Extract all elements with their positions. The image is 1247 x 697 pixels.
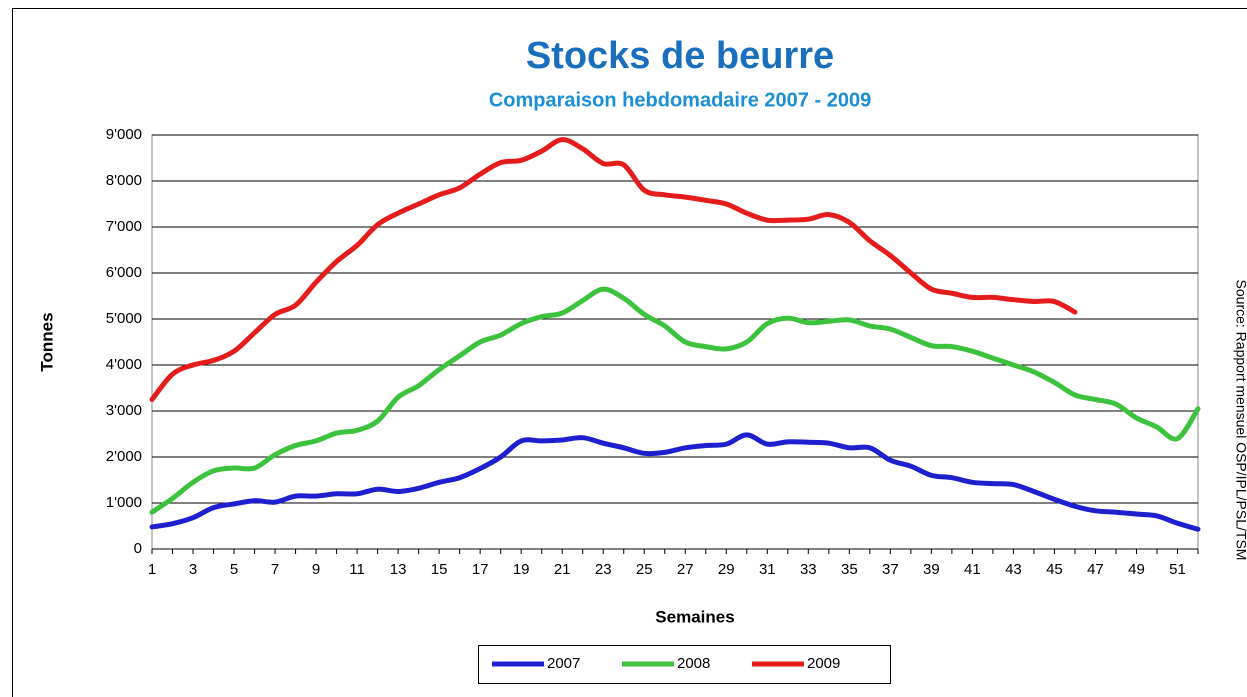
- x-tick-label: 9: [312, 561, 320, 578]
- series-line: [149, 286, 1201, 515]
- y-tick-label: 9'000: [106, 126, 142, 143]
- x-tick-label: 33: [800, 561, 817, 578]
- x-tick-label: 17: [472, 561, 489, 578]
- x-tick-label: 51: [1169, 561, 1186, 578]
- y-tick-label: 7'000: [106, 218, 142, 235]
- x-tick-label: 11: [349, 561, 365, 578]
- x-tick-label: 25: [636, 561, 653, 578]
- series-line: [149, 137, 1078, 402]
- source-note: Source: Rapport mensuel OSP/IPL/PSL/TSM: [1233, 280, 1247, 561]
- x-tick-label: 47: [1087, 561, 1104, 578]
- x-tick-label: 15: [431, 561, 448, 578]
- x-tick-label: 31: [759, 561, 776, 578]
- x-tick-label: 45: [1046, 561, 1063, 578]
- y-tick-label: 5'000: [106, 310, 142, 327]
- y-tick-label: 0: [134, 540, 142, 557]
- x-tick-label: 3: [189, 561, 197, 578]
- chart-subtitle: Comparaison hebdomadaire 2007 - 2009: [489, 89, 871, 111]
- y-tick-label: 3'000: [106, 402, 142, 419]
- x-tick-label: 19: [513, 561, 530, 578]
- x-tick-label: 1: [148, 561, 156, 578]
- legend-label: 2007: [547, 655, 580, 672]
- x-tick-label: 21: [554, 561, 571, 578]
- x-tick-label: 37: [882, 561, 899, 578]
- y-tick-label: 6'000: [106, 264, 142, 281]
- x-tick-label: 41: [964, 561, 981, 578]
- x-tick-label: 29: [718, 561, 735, 578]
- x-tick-label: 27: [677, 561, 694, 578]
- chart-title: Stocks de beurre: [526, 35, 834, 77]
- x-tick-label: 49: [1128, 561, 1145, 578]
- y-tick-label: 8'000: [106, 172, 142, 189]
- legend-label: 2008: [677, 655, 710, 672]
- y-tick-label: 1'000: [106, 494, 142, 511]
- x-tick-label: 43: [1005, 561, 1022, 578]
- x-tick-label: 7: [271, 561, 279, 578]
- series-line: [149, 432, 1201, 532]
- x-tick-label: 13: [390, 561, 407, 578]
- plot-area: [151, 134, 1199, 550]
- legend-label: 2009: [807, 655, 840, 672]
- y-tick-label: 2'000: [106, 448, 142, 465]
- y-axis-label: Tonnes: [37, 312, 56, 371]
- x-tick-label: 39: [923, 561, 940, 578]
- x-axis-label: Semaines: [655, 607, 734, 626]
- x-tick-label: 23: [595, 561, 612, 578]
- x-tick-label: 35: [841, 561, 858, 578]
- legend-box: [478, 645, 891, 684]
- x-tick-label: 5: [230, 561, 238, 578]
- y-tick-label: 4'000: [106, 356, 142, 373]
